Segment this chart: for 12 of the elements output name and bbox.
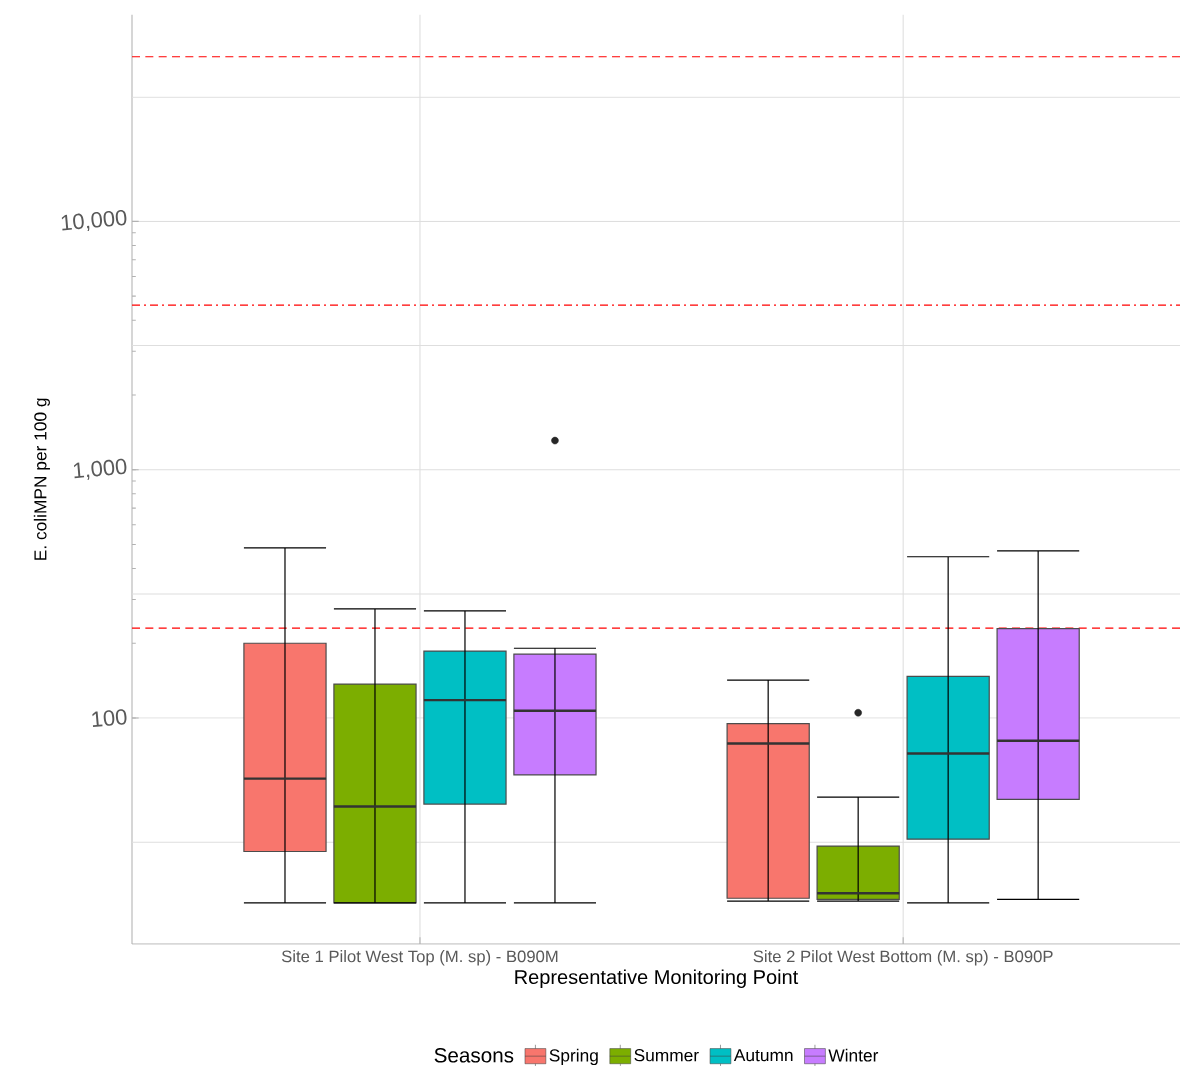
legend-label: Summer xyxy=(634,1049,699,1062)
legend-label: Autumn xyxy=(733,1049,793,1062)
x-axis-title: Representative Monitoring Point xyxy=(515,969,799,989)
y-tick-label: 100 xyxy=(92,709,127,727)
x-tick-label: Site 1 Pilot West Top (M. sp) - B090M xyxy=(281,950,558,966)
y-tick-label: 10,000 xyxy=(61,209,127,232)
legend-title: Seasons xyxy=(434,1047,514,1063)
x-tick-label: Site 2 Pilot West Bottom (M. sp) - B090P xyxy=(753,950,1053,966)
y-axis-title: E. coliMPN per 100 g xyxy=(33,398,50,560)
legend-label: Winter xyxy=(828,1048,879,1062)
legend-label: Spring xyxy=(549,1048,598,1066)
y-tick-label: 1,000 xyxy=(74,458,127,480)
